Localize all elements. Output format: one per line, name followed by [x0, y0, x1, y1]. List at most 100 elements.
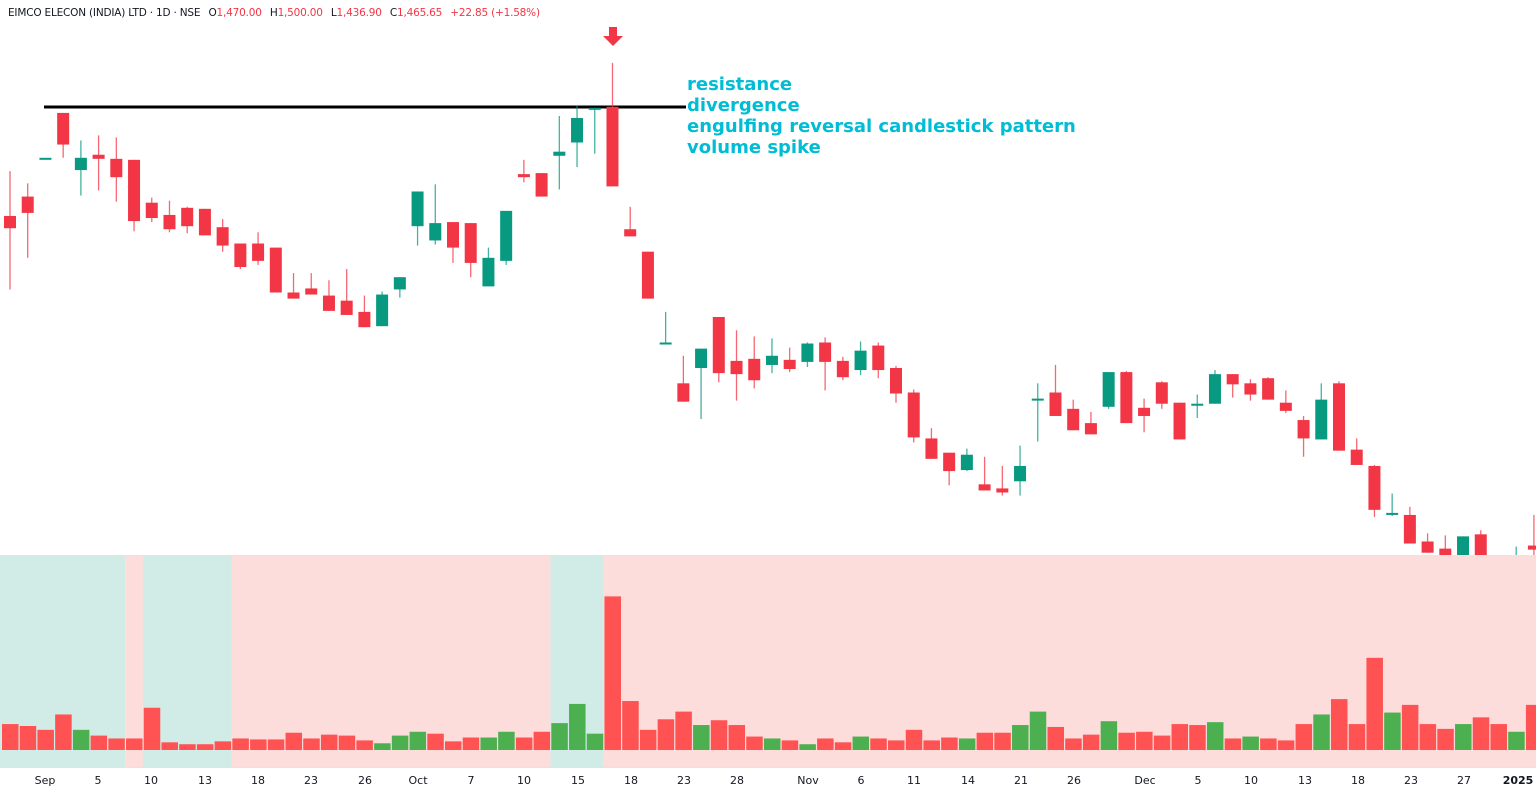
time-axis-tick: 10 [1244, 774, 1258, 787]
candle-body [128, 159, 141, 222]
volume-bar [728, 725, 746, 750]
volume-bar [1455, 724, 1472, 750]
candle-body [1350, 449, 1363, 465]
volume-bar [710, 720, 728, 750]
volume-pane[interactable] [0, 555, 1536, 767]
volume-bar [604, 596, 621, 750]
candle-body [163, 214, 176, 230]
volume-bar [515, 737, 533, 750]
candle-body [358, 311, 371, 328]
volume-bar [639, 729, 657, 750]
annotation-volume-spike: volume spike [687, 137, 821, 158]
volume-bar [870, 738, 887, 750]
volume-bar [852, 736, 870, 750]
candle-body [1208, 374, 1221, 404]
volume-bar [1277, 740, 1295, 750]
volume-bar [1331, 699, 1348, 750]
time-axis[interactable]: Sep 5 10 13 18 23 26 Oct 7 10 15 18 23 28 Nov 6 11 14 21 26… [0, 767, 1536, 793]
time-axis-tick: 28 [730, 774, 744, 787]
candle-body [517, 174, 530, 178]
candlestick-plot[interactable] [0, 0, 1536, 555]
time-axis-tick: 26 [358, 774, 372, 787]
high-label: H [269, 7, 278, 19]
volume-bar [834, 742, 852, 750]
candle-body [1474, 534, 1487, 555]
volume-bar [19, 726, 37, 750]
volume-bar [763, 738, 781, 750]
volume-bar [1242, 736, 1259, 750]
time-axis-tick: Sep [34, 774, 56, 787]
volume-bar [480, 737, 497, 750]
volume-bar [1295, 724, 1313, 750]
candle-body [92, 154, 105, 159]
volume-bar [1490, 724, 1507, 750]
candle-body [57, 112, 70, 145]
annotation-resistance: resistance [687, 74, 793, 95]
candle-body [1031, 398, 1044, 401]
time-axis-tick: 18 [251, 774, 265, 787]
volume-bar [888, 740, 905, 750]
candle-body [1014, 465, 1027, 482]
symbol-title: EIMCO ELECON (INDIA) LTD · 1D · NSE [8, 7, 201, 19]
volume-bar [551, 723, 568, 750]
volume-bar [1419, 724, 1437, 750]
volume-bar [285, 732, 303, 750]
volume-bar [976, 732, 994, 750]
volume-bar [781, 740, 799, 750]
time-axis-tick: 18 [624, 774, 638, 787]
price-chart-pane[interactable] [0, 0, 1536, 555]
candle-body [1421, 541, 1434, 553]
candle-body [836, 360, 849, 378]
candle-body [500, 210, 513, 261]
candle-body [943, 452, 956, 472]
volume-bar [1100, 721, 1118, 750]
annotation-divergence: divergence [687, 95, 800, 116]
candle-body [145, 202, 158, 219]
candle-body [21, 196, 34, 213]
high-value: 1,500.00 [277, 7, 323, 19]
candle-body [535, 173, 548, 197]
candle-body [110, 158, 123, 178]
candle-body [606, 106, 619, 187]
volume-bar [533, 731, 551, 750]
volume-bar [1348, 724, 1366, 750]
volume-bar [196, 744, 214, 750]
candle-body [1527, 545, 1536, 550]
candle-body [553, 151, 566, 156]
volume-bar [214, 741, 232, 750]
volume-bar [693, 725, 710, 750]
volume-bar [72, 729, 90, 750]
candle-body [748, 358, 761, 381]
volume-bar [923, 740, 940, 750]
volume-bar [1401, 704, 1419, 750]
volume-histogram[interactable] [0, 555, 1536, 767]
time-axis-tick: 6 [857, 774, 865, 787]
candle-body [996, 488, 1009, 493]
volume-bar [1366, 657, 1383, 750]
volume-bar [1313, 714, 1330, 750]
volume-bar [746, 736, 763, 750]
volume-bar [1224, 738, 1242, 750]
annotation-text: resistance divergence engulfing reversal… [687, 74, 1076, 158]
volume-bar [1153, 735, 1171, 750]
candle-body [765, 355, 778, 365]
volume-bar [2, 724, 19, 750]
candle-body [340, 300, 353, 315]
candle-body [925, 438, 938, 459]
volume-bar [1136, 731, 1153, 750]
candle-body [890, 368, 902, 394]
candle-body [1315, 399, 1328, 440]
candle-body [252, 243, 265, 261]
candle-body [216, 227, 229, 246]
candle-body [1120, 372, 1133, 424]
volume-bar [374, 743, 391, 750]
volume-bar [161, 742, 178, 750]
candle-body [39, 157, 52, 160]
candle-body [393, 277, 406, 290]
volume-bar [267, 739, 285, 750]
volume-bar [1206, 722, 1224, 750]
candle-body [1403, 514, 1416, 544]
candle-body [429, 223, 442, 241]
candle-body [269, 247, 282, 293]
candle-body [322, 295, 335, 311]
